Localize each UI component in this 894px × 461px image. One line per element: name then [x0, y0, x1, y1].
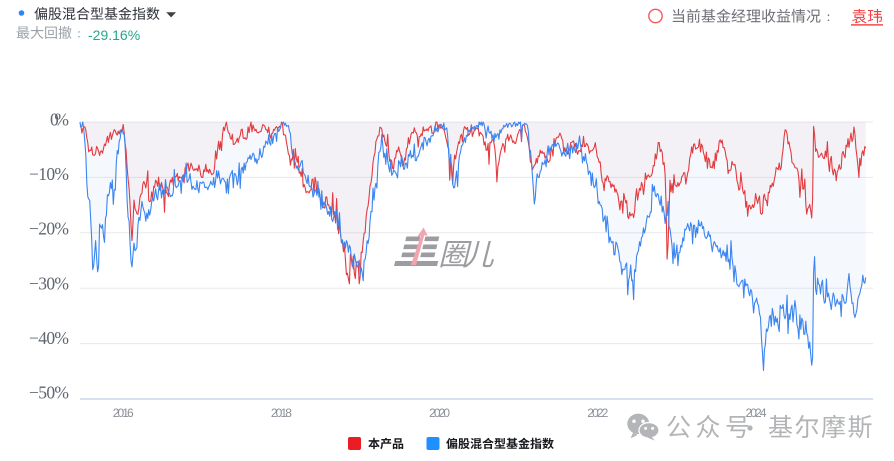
svg-text:−20%: −20%	[29, 219, 69, 239]
svg-text:2016: 2016	[113, 406, 134, 420]
svg-text:2020: 2020	[429, 406, 450, 420]
svg-text:0%: 0%	[50, 109, 69, 129]
svg-text:−30%: −30%	[29, 273, 69, 293]
svg-text:−10%: −10%	[29, 164, 69, 184]
svg-text:2024: 2024	[746, 406, 767, 420]
svg-text:−50%: −50%	[29, 383, 69, 403]
svg-text:2018: 2018	[271, 406, 292, 420]
svg-text:2022: 2022	[587, 406, 608, 420]
svg-text:−40%: −40%	[29, 328, 69, 348]
